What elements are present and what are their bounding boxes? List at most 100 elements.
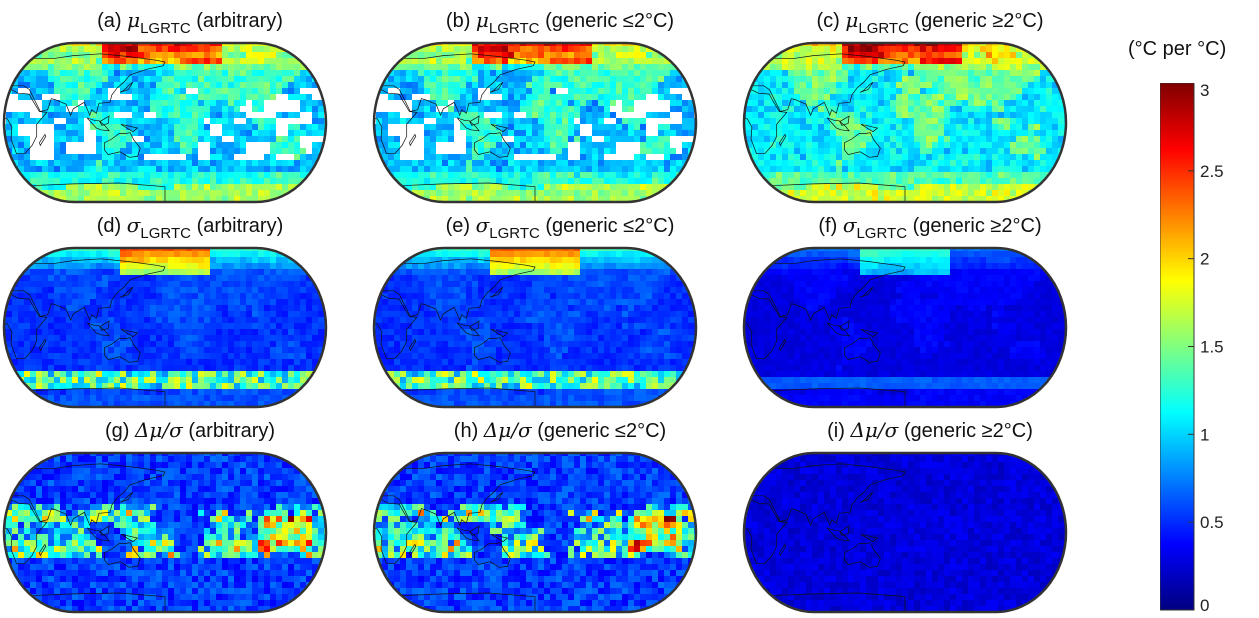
- coastline: [490, 123, 509, 133]
- coastline: [120, 123, 139, 133]
- map-frame: [2, 41, 328, 204]
- map-frame: [742, 451, 1068, 614]
- colorbar-tick-label: 0.5: [1200, 513, 1224, 532]
- map-frame: [742, 246, 1068, 409]
- coastline: [474, 337, 511, 363]
- coastline: [826, 322, 850, 337]
- world-map: [372, 41, 698, 204]
- colorbar-tick-label: 1: [1200, 425, 1209, 444]
- coastline: [826, 117, 850, 132]
- coastline: [39, 133, 47, 147]
- coastline: [740, 274, 741, 281]
- coastline: [744, 180, 906, 202]
- panel-g: (g) Δμ/σ (arbitrary): [0, 410, 380, 614]
- panel-title: (a) μLGRTC (arbitrary): [97, 8, 283, 37]
- coastline: [779, 543, 787, 557]
- world-map: [740, 41, 1068, 204]
- world-map: [0, 451, 328, 614]
- coastline: [844, 542, 881, 568]
- coastline: [409, 133, 417, 147]
- coastline: [860, 533, 879, 543]
- coastline: [456, 117, 480, 132]
- panel-title: (e) σLGRTC (generic ≤2°C): [445, 213, 675, 242]
- panel-h: (h) Δμ/σ (generic ≤2°C): [370, 410, 750, 614]
- coastline: [744, 590, 906, 612]
- colorbar-tick-label: 2: [1200, 250, 1209, 269]
- coastline: [39, 338, 47, 352]
- colorbar-tick-label: 2.5: [1200, 162, 1224, 181]
- coastline: [4, 180, 166, 202]
- coastline: [740, 69, 741, 76]
- coastline: [99, 115, 110, 126]
- panel-title: (g) Δμ/σ (arbitrary): [104, 418, 276, 442]
- coastline: [779, 133, 787, 147]
- colorbar-tick-label: 1.5: [1200, 338, 1224, 357]
- coastline: [860, 123, 879, 133]
- panel-title: (h) Δμ/σ (generic ≤2°C): [453, 418, 667, 442]
- coastline: [860, 328, 879, 338]
- coastline: [0, 69, 1, 76]
- coastline: [86, 527, 110, 542]
- panel-title: (f) σLGRTC (generic ≥2°C): [818, 213, 1042, 242]
- world-map: [2, 246, 328, 409]
- coastline: [374, 180, 536, 202]
- coastline: [859, 491, 874, 503]
- world-map: [0, 41, 328, 204]
- coastline: [456, 322, 480, 337]
- map-frame: [2, 451, 328, 614]
- coastline: [370, 479, 371, 486]
- coastline: [0, 479, 1, 486]
- coastline: [39, 543, 47, 557]
- coastline: [474, 542, 511, 568]
- coastline: [744, 385, 906, 407]
- coastline: [120, 328, 139, 338]
- coastline: [489, 81, 504, 93]
- coastline: [456, 527, 480, 542]
- map-frame: [372, 451, 698, 614]
- coastline: [490, 328, 509, 338]
- coastline: [859, 286, 874, 298]
- coastline: [86, 117, 110, 132]
- coastline: [409, 338, 417, 352]
- panel-a: (a) μLGRTC (arbitrary): [0, 0, 380, 204]
- colorbar-tick-label: 3: [1200, 83, 1209, 100]
- coastline: [469, 115, 480, 126]
- coastline: [859, 81, 874, 93]
- coastline: [469, 525, 480, 536]
- colorbar-unit-label: (°C per °C): [1128, 38, 1227, 60]
- coastline: [120, 533, 139, 543]
- panel-f: (f) σLGRTC (generic ≥2°C): [740, 205, 1120, 409]
- coastline: [370, 274, 371, 281]
- map-frame: [372, 41, 698, 204]
- coastline: [104, 337, 141, 363]
- panel-title: (b) μLGRTC (generic ≤2°C): [445, 8, 675, 37]
- coastline: [104, 132, 141, 158]
- coastline: [374, 590, 536, 612]
- panel-title: (i) Δμ/σ (generic ≥2°C): [827, 418, 1033, 442]
- colorbar: 3 2.5 2 1.5 1 0.5 0: [1159, 81, 1259, 615]
- colorbar-tick-label: 0: [1200, 596, 1209, 613]
- coastline: [489, 286, 504, 298]
- map-frame: [742, 41, 1068, 204]
- coastline: [119, 286, 134, 298]
- coastline: [409, 543, 417, 557]
- coastline: [119, 491, 134, 503]
- coastline: [839, 525, 850, 536]
- panel-title: (d) σLGRTC (arbitrary): [96, 213, 284, 242]
- coastline: [99, 320, 110, 331]
- panel-d: (d) σLGRTC (arbitrary): [0, 205, 380, 409]
- panel-e: (e) σLGRTC (generic ≤2°C): [370, 205, 750, 409]
- coastline: [826, 527, 850, 542]
- panel-c: (c) μLGRTC (generic ≥2°C): [740, 0, 1120, 204]
- coastline: [4, 385, 166, 407]
- coastline: [469, 320, 480, 331]
- coastline: [86, 322, 110, 337]
- colorbar-svg: 3 2.5 2 1.5 1 0.5 0: [1159, 81, 1224, 615]
- panel-title: (c) μLGRTC (generic ≥2°C): [816, 8, 1044, 37]
- coastline: [374, 385, 536, 407]
- map-frame: [372, 246, 698, 409]
- coastline: [844, 132, 881, 158]
- coastline: [839, 320, 850, 331]
- world-map: [370, 246, 698, 409]
- coastline: [104, 542, 141, 568]
